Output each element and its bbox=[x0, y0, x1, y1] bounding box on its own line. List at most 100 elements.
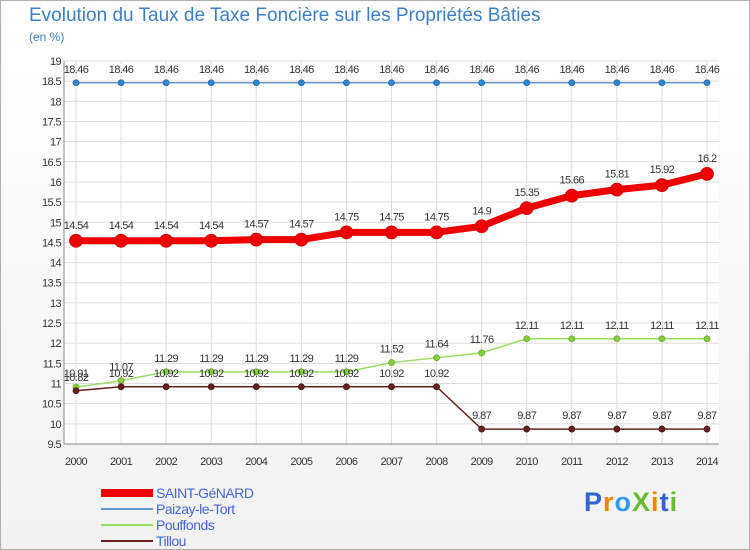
data-point bbox=[474, 219, 489, 234]
legend-swatch bbox=[101, 489, 153, 497]
data-label: 10.92 bbox=[334, 368, 359, 380]
data-point bbox=[658, 335, 666, 343]
data-label: 15.66 bbox=[560, 175, 585, 187]
data-point bbox=[568, 425, 576, 433]
x-tick-label: 2009 bbox=[471, 456, 494, 468]
data-label: 18.46 bbox=[199, 64, 224, 76]
legend-swatch bbox=[101, 524, 153, 526]
data-point bbox=[72, 387, 80, 395]
logo-letter: r bbox=[603, 487, 615, 517]
y-tick-label: 10.5 bbox=[42, 399, 61, 411]
data-label: 14.9 bbox=[472, 205, 491, 217]
data-label: 12.11 bbox=[560, 320, 584, 332]
x-tick-label: 2008 bbox=[426, 456, 449, 468]
data-point bbox=[72, 79, 80, 87]
data-label: 9.87 bbox=[472, 410, 491, 422]
x-tick-label: 2001 bbox=[110, 456, 133, 468]
logo-letter: o bbox=[614, 487, 633, 517]
data-point bbox=[343, 79, 350, 87]
data-point bbox=[429, 225, 444, 240]
y-tick-label: 10 bbox=[50, 419, 62, 431]
data-point bbox=[433, 383, 440, 391]
data-label: 12.11 bbox=[605, 320, 629, 332]
data-label: 10.92 bbox=[199, 368, 224, 380]
data-label: 10.92 bbox=[244, 368, 269, 380]
data-label: 14.75 bbox=[334, 211, 359, 223]
data-label: 18.46 bbox=[334, 64, 359, 76]
data-label: 18.46 bbox=[605, 64, 630, 76]
y-tick-label: 17.5 bbox=[42, 116, 61, 128]
data-label: 18.46 bbox=[154, 64, 179, 76]
y-tick-label: 14.5 bbox=[42, 237, 61, 249]
data-point bbox=[162, 79, 170, 87]
data-label: 10.92 bbox=[109, 368, 134, 380]
y-tick-label: 15 bbox=[50, 217, 62, 229]
y-tick-label: 16.5 bbox=[42, 157, 61, 169]
data-point bbox=[703, 335, 711, 343]
y-tick-label: 15.5 bbox=[42, 197, 61, 209]
data-point bbox=[204, 233, 219, 248]
data-label: 18.46 bbox=[109, 64, 134, 76]
data-point bbox=[297, 383, 305, 391]
data-point bbox=[252, 383, 260, 391]
data-point bbox=[162, 368, 170, 376]
data-label: 12.11 bbox=[515, 320, 539, 332]
data-point bbox=[114, 233, 128, 248]
data-label: 9.87 bbox=[652, 410, 671, 422]
data-point bbox=[162, 383, 170, 391]
data-label: 10.92 bbox=[379, 368, 404, 380]
data-label: 11.07 bbox=[109, 362, 133, 374]
data-label: 10.82 bbox=[64, 372, 89, 384]
data-point bbox=[343, 383, 350, 391]
data-point bbox=[519, 201, 534, 216]
y-tick-label: 9.5 bbox=[48, 439, 62, 451]
data-label: 18.46 bbox=[560, 64, 585, 76]
x-tick-label: 2010 bbox=[516, 456, 539, 468]
data-point bbox=[478, 425, 486, 433]
data-point bbox=[249, 232, 264, 247]
legend-label: SAINT-GéNARD bbox=[156, 485, 254, 501]
data-label: 14.57 bbox=[289, 219, 314, 231]
data-label: 14.54 bbox=[64, 220, 89, 232]
data-label: 18.46 bbox=[514, 64, 539, 76]
data-label: 12.11 bbox=[650, 320, 674, 332]
data-point bbox=[655, 178, 669, 193]
data-label: 18.46 bbox=[650, 64, 675, 76]
data-label: 9.87 bbox=[517, 410, 536, 422]
data-label: 18.46 bbox=[289, 64, 314, 76]
data-label: 18.46 bbox=[244, 64, 269, 76]
data-label: 14.75 bbox=[379, 211, 404, 223]
legend-label: Pouffonds bbox=[156, 517, 215, 533]
data-point bbox=[703, 425, 711, 433]
data-label: 16.2 bbox=[697, 153, 716, 165]
data-label: 10.92 bbox=[154, 368, 179, 380]
data-point bbox=[523, 335, 531, 343]
y-tick-label: 17 bbox=[50, 137, 62, 149]
data-point bbox=[609, 182, 624, 197]
x-tick-label: 2002 bbox=[155, 456, 178, 468]
x-tick-label: 2005 bbox=[290, 456, 313, 468]
y-tick-label: 19 bbox=[50, 56, 62, 68]
data-point bbox=[297, 368, 305, 376]
data-point bbox=[343, 368, 350, 376]
data-point bbox=[613, 79, 621, 87]
data-point bbox=[388, 383, 395, 391]
y-tick-label: 18.5 bbox=[42, 76, 61, 88]
y-tick-label: 18 bbox=[50, 96, 62, 108]
data-point bbox=[297, 79, 305, 87]
data-label: 15.35 bbox=[514, 187, 539, 199]
data-label: 11.52 bbox=[380, 344, 404, 356]
x-tick-label: 2014 bbox=[696, 456, 719, 468]
legend-swatch bbox=[101, 508, 153, 510]
data-point bbox=[207, 383, 215, 391]
data-point bbox=[703, 79, 711, 87]
y-tick-label: 12.5 bbox=[42, 318, 61, 330]
y-tick-label: 12 bbox=[50, 338, 62, 350]
y-axis-unit-label: (en %) bbox=[29, 30, 65, 44]
data-point bbox=[523, 79, 531, 87]
data-point bbox=[568, 79, 576, 87]
data-label: 15.81 bbox=[605, 169, 630, 181]
data-point bbox=[384, 225, 399, 240]
